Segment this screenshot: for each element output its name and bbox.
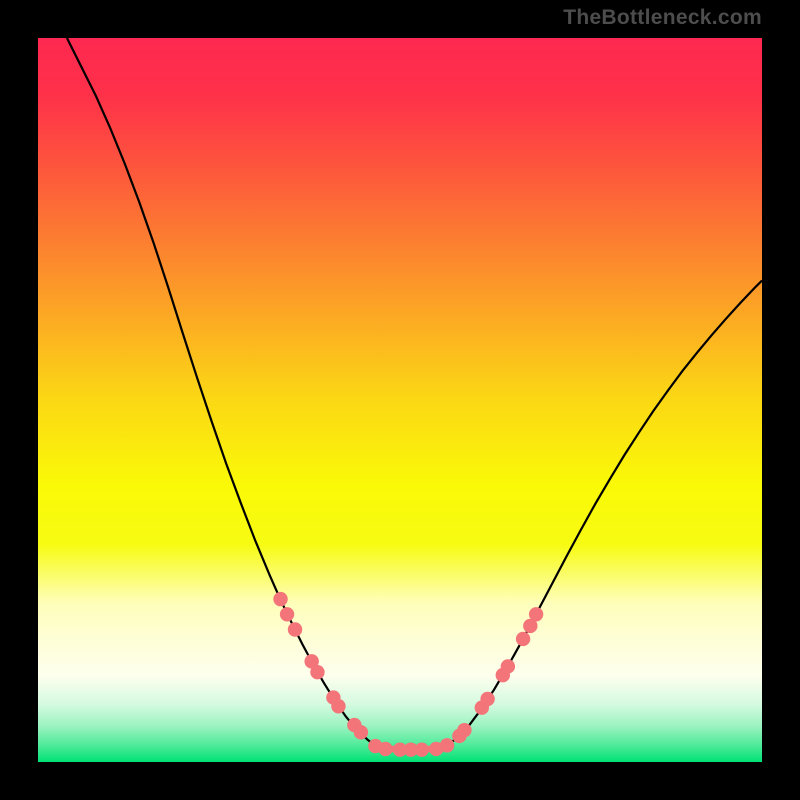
chart-frame: TheBottleneck.com bbox=[0, 0, 800, 800]
gradient-background bbox=[38, 38, 762, 762]
bead-marker bbox=[529, 607, 543, 621]
bead-marker bbox=[440, 738, 454, 752]
bead-marker bbox=[480, 692, 494, 706]
bead-marker bbox=[273, 592, 287, 606]
bead-marker bbox=[501, 659, 515, 673]
bead-marker bbox=[354, 725, 368, 739]
bead-marker bbox=[516, 632, 530, 646]
watermark-label: TheBottleneck.com bbox=[563, 6, 762, 30]
bead-marker bbox=[378, 742, 392, 756]
gradient-chart-svg bbox=[38, 38, 762, 762]
bead-marker bbox=[288, 622, 302, 636]
bead-marker bbox=[457, 723, 471, 737]
bead-marker bbox=[415, 742, 429, 756]
bead-marker bbox=[280, 607, 294, 621]
bead-marker bbox=[310, 665, 324, 679]
bead-marker bbox=[331, 699, 345, 713]
plot-area bbox=[38, 38, 762, 762]
